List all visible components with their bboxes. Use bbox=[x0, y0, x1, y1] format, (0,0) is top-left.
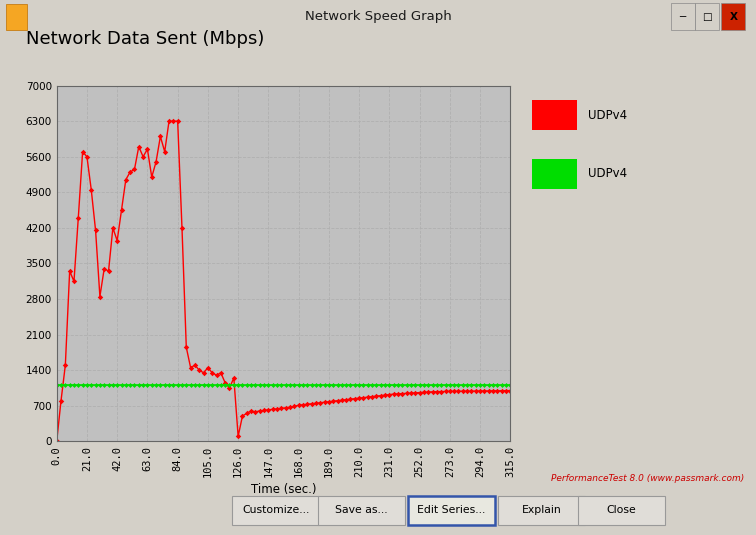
Text: ─: ─ bbox=[680, 12, 686, 22]
Text: X: X bbox=[730, 12, 737, 22]
X-axis label: Time (sec.): Time (sec.) bbox=[251, 483, 316, 496]
FancyBboxPatch shape bbox=[721, 3, 745, 30]
FancyBboxPatch shape bbox=[532, 158, 577, 189]
Text: □: □ bbox=[702, 12, 711, 22]
Text: Save as...: Save as... bbox=[335, 505, 388, 515]
FancyBboxPatch shape bbox=[408, 496, 494, 524]
Text: Network Speed Graph: Network Speed Graph bbox=[305, 10, 451, 24]
Text: Explain: Explain bbox=[522, 505, 561, 515]
Text: UDPv4: UDPv4 bbox=[588, 167, 627, 180]
FancyBboxPatch shape bbox=[532, 100, 577, 131]
FancyBboxPatch shape bbox=[318, 496, 405, 524]
FancyBboxPatch shape bbox=[497, 496, 584, 524]
Text: Edit Series...: Edit Series... bbox=[417, 505, 485, 515]
Text: Network Data Sent (Mbps): Network Data Sent (Mbps) bbox=[26, 30, 265, 48]
Text: UDPv4: UDPv4 bbox=[588, 109, 627, 121]
FancyBboxPatch shape bbox=[695, 3, 719, 30]
Text: PerformanceTest 8.0 (www.passmark.com): PerformanceTest 8.0 (www.passmark.com) bbox=[551, 473, 745, 483]
Text: Close: Close bbox=[606, 505, 637, 515]
Text: Customize...: Customize... bbox=[242, 505, 310, 515]
FancyBboxPatch shape bbox=[578, 496, 665, 524]
FancyBboxPatch shape bbox=[671, 3, 695, 30]
FancyBboxPatch shape bbox=[6, 4, 27, 29]
FancyBboxPatch shape bbox=[233, 496, 319, 524]
